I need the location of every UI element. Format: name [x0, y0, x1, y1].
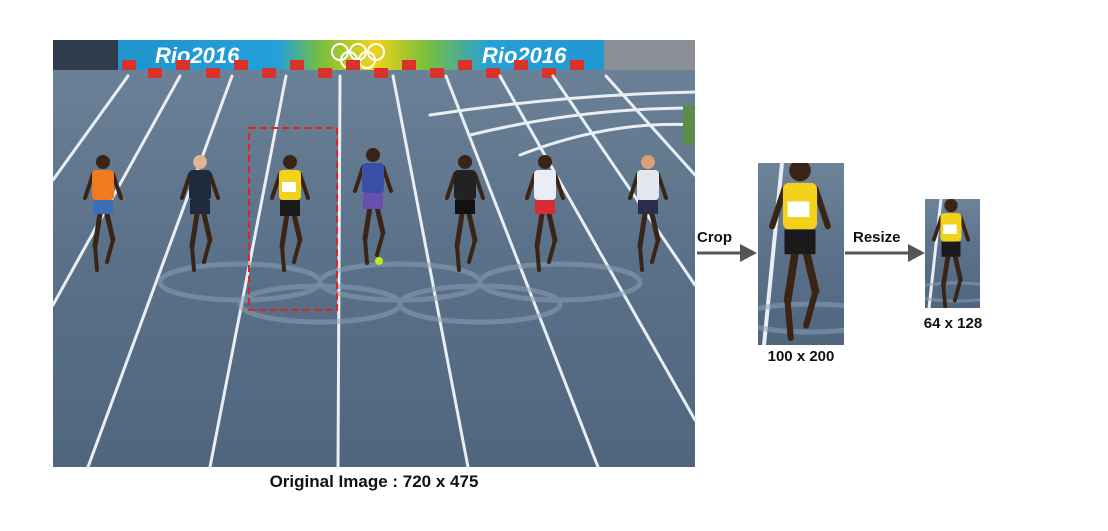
resized-image — [925, 199, 980, 308]
banner-text-left: Rio2016 — [155, 43, 240, 68]
starting-block — [122, 60, 136, 70]
infield-grass — [683, 105, 695, 145]
starting-block — [514, 60, 528, 70]
olympic-rings-track — [157, 261, 643, 325]
starting-block — [430, 68, 444, 78]
runner-5 — [447, 155, 483, 270]
starting-blocks — [122, 60, 584, 78]
starting-block — [176, 60, 190, 70]
starting-block — [374, 68, 388, 78]
original-image-caption: Original Image : 720 x 475 — [269, 472, 479, 491]
starting-block — [262, 68, 276, 78]
resized-image-caption: 64 x 128 — [923, 315, 983, 332]
resize-step-label: Resize — [853, 229, 901, 246]
resize-arrow — [845, 244, 925, 262]
starting-block — [290, 60, 304, 70]
cropped-image-caption: 100 x 200 — [767, 348, 835, 365]
stands-dark — [53, 40, 118, 70]
runners — [85, 148, 666, 270]
starting-block — [234, 60, 248, 70]
starting-block — [148, 68, 162, 78]
starting-block — [542, 68, 556, 78]
runner-usa — [355, 148, 391, 265]
stands-right — [604, 40, 695, 70]
track-surface — [53, 40, 695, 467]
starting-block — [206, 68, 220, 78]
crop-step-label: Crop — [697, 229, 732, 246]
runner-7 — [630, 155, 666, 270]
runner-2 — [182, 155, 218, 270]
crop-arrow — [697, 244, 757, 262]
runner-6 — [527, 155, 563, 270]
starting-block — [458, 60, 472, 70]
starting-block — [318, 68, 332, 78]
runner-jamaica — [272, 155, 308, 270]
original-image: Rio2016 Rio2016 — [51, 40, 697, 469]
crop-box — [248, 127, 338, 311]
starting-block — [346, 60, 360, 70]
starting-block — [570, 60, 584, 70]
runner-1 — [85, 155, 121, 270]
starting-block — [486, 68, 500, 78]
starting-block — [402, 60, 416, 70]
cropped-image — [758, 163, 844, 345]
